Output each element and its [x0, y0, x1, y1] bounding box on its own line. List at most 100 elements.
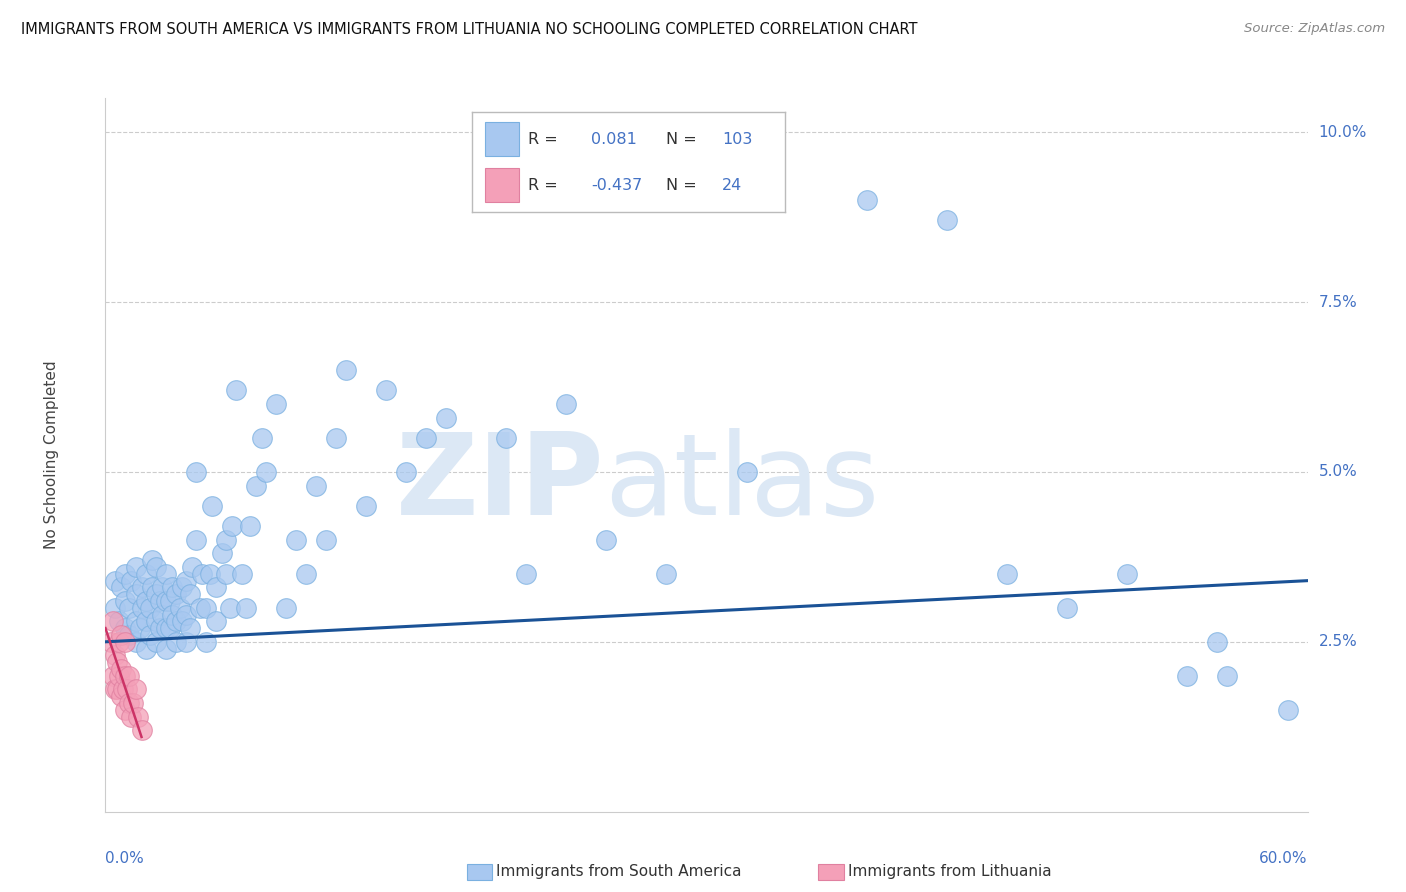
Point — [112, 682, 135, 697]
Point — [110, 689, 132, 703]
Point — [1177, 669, 1199, 683]
Point — [254, 465, 277, 479]
Point — [108, 669, 131, 683]
Point — [118, 669, 141, 683]
Point — [434, 410, 457, 425]
Point — [159, 621, 181, 635]
Point — [104, 574, 127, 588]
Point — [104, 600, 127, 615]
Point — [374, 384, 398, 398]
Point — [221, 519, 243, 533]
Point — [284, 533, 307, 547]
Point — [114, 621, 136, 635]
Point — [114, 703, 136, 717]
Point — [150, 581, 173, 595]
Point — [138, 600, 160, 615]
Point — [170, 581, 193, 595]
Point — [155, 621, 177, 635]
Point — [211, 546, 233, 560]
Point — [179, 587, 201, 601]
Point — [165, 635, 187, 649]
Point — [174, 635, 197, 649]
Point — [170, 615, 193, 629]
Text: Immigrants from Lithuania: Immigrants from Lithuania — [848, 864, 1052, 879]
Point — [188, 600, 211, 615]
Point — [148, 594, 170, 608]
Point — [295, 566, 318, 581]
Point — [180, 560, 202, 574]
Point — [124, 682, 146, 697]
Text: 7.5%: 7.5% — [1319, 294, 1357, 310]
Point — [495, 431, 517, 445]
Point — [245, 478, 267, 492]
Text: 0.0%: 0.0% — [105, 851, 145, 866]
Point — [325, 431, 347, 445]
Point — [595, 533, 617, 547]
Point — [165, 587, 187, 601]
Point — [155, 641, 177, 656]
Point — [155, 594, 177, 608]
Point — [936, 213, 959, 227]
Point — [135, 615, 157, 629]
Point — [103, 669, 125, 683]
Point — [124, 635, 146, 649]
Point — [194, 600, 217, 615]
Point — [159, 594, 181, 608]
Point — [104, 648, 127, 663]
Text: 10.0%: 10.0% — [1319, 125, 1367, 140]
Point — [169, 600, 191, 615]
Text: 5.0%: 5.0% — [1319, 465, 1357, 479]
Point — [214, 566, 236, 581]
Point — [1277, 703, 1299, 717]
Point — [107, 682, 129, 697]
Point — [735, 465, 758, 479]
Point — [165, 615, 187, 629]
Point — [135, 641, 157, 656]
Point — [100, 635, 122, 649]
Point — [114, 594, 136, 608]
Point — [235, 600, 257, 615]
Point — [160, 581, 183, 595]
Text: ZIP: ZIP — [396, 428, 605, 539]
Point — [104, 682, 127, 697]
Point — [124, 615, 146, 629]
Text: 60.0%: 60.0% — [1260, 851, 1308, 866]
Point — [555, 397, 578, 411]
Point — [995, 566, 1018, 581]
Point — [124, 560, 146, 574]
Point — [148, 621, 170, 635]
Point — [204, 581, 226, 595]
Point — [141, 581, 163, 595]
Point — [103, 615, 125, 629]
Point — [160, 607, 183, 622]
Point — [1056, 600, 1078, 615]
Point — [250, 431, 273, 445]
Text: Source: ZipAtlas.com: Source: ZipAtlas.com — [1244, 22, 1385, 36]
Point — [131, 600, 153, 615]
Point — [305, 478, 328, 492]
Point — [1116, 566, 1139, 581]
Point — [354, 499, 377, 513]
Point — [150, 607, 173, 622]
Point — [204, 615, 226, 629]
Point — [110, 662, 132, 676]
Point — [124, 587, 146, 601]
Point — [114, 566, 136, 581]
Point — [114, 669, 136, 683]
Point — [141, 553, 163, 567]
Point — [190, 566, 212, 581]
Point — [214, 533, 236, 547]
Point — [198, 566, 221, 581]
Point — [225, 384, 247, 398]
Point — [1216, 669, 1239, 683]
Point — [121, 709, 143, 723]
Point — [855, 193, 877, 207]
Point — [218, 600, 240, 615]
Point — [114, 635, 136, 649]
Text: IMMIGRANTS FROM SOUTH AMERICA VS IMMIGRANTS FROM LITHUANIA NO SCHOOLING COMPLETE: IMMIGRANTS FROM SOUTH AMERICA VS IMMIGRA… — [21, 22, 918, 37]
Point — [239, 519, 262, 533]
Text: 2.5%: 2.5% — [1319, 634, 1357, 649]
Point — [127, 709, 149, 723]
Point — [201, 499, 224, 513]
Point — [335, 363, 357, 377]
